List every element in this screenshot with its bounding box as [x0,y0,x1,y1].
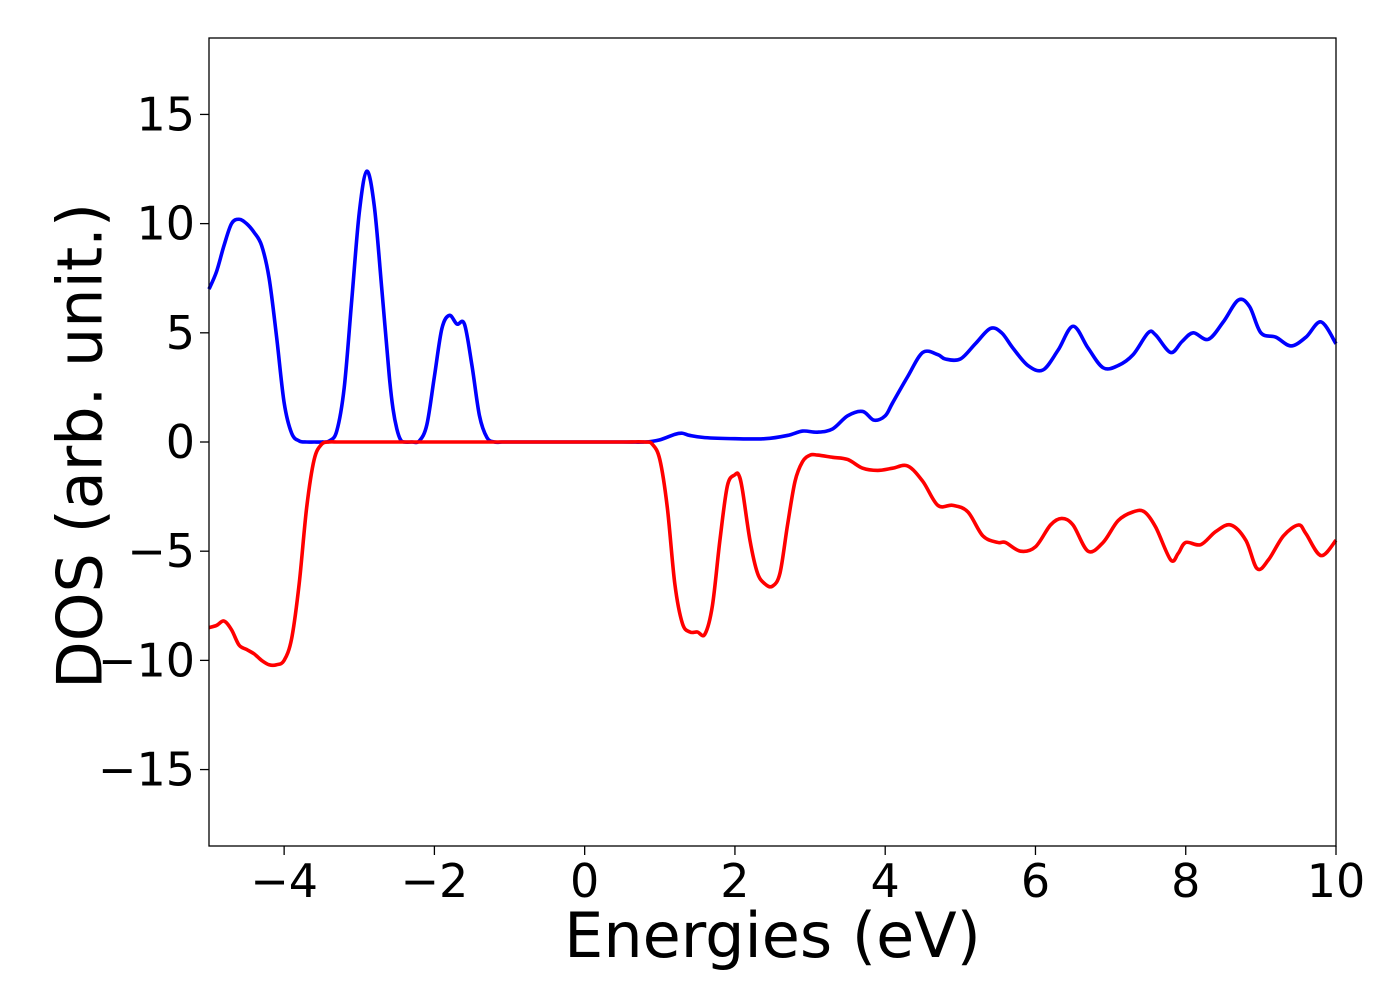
y-tick-label: 15 [136,87,195,141]
x-tick-label: 2 [720,854,749,908]
series-line-2 [208,440,1338,668]
series-line-1 [207,169,1338,445]
x-tick-label: 6 [1021,854,1050,908]
x-tick-label: −4 [250,854,318,908]
series-layer [207,169,1338,668]
x-tick-label: 8 [1171,854,1200,908]
y-tick-label: −15 [98,743,195,797]
y-axis-label: DOS (arb. unit.) [44,203,117,689]
x-axis-ticks: −4 −2 0 2 4 6 8 10 [250,846,1365,908]
x-tick-label: 0 [570,854,599,908]
x-tick-label: 10 [1307,854,1366,908]
y-tick-label: −5 [127,524,195,578]
x-tick-label: −2 [400,854,468,908]
x-axis-label: Energies (eV) [564,899,981,972]
y-tick-label: 5 [166,306,195,360]
x-tick-label: 4 [871,854,900,908]
y-tick-label: 10 [136,197,195,251]
y-tick-label: −10 [98,633,195,687]
y-axis-ticks: −15 −10 −5 0 5 10 15 [98,87,209,797]
y-tick-label: 0 [166,415,195,469]
